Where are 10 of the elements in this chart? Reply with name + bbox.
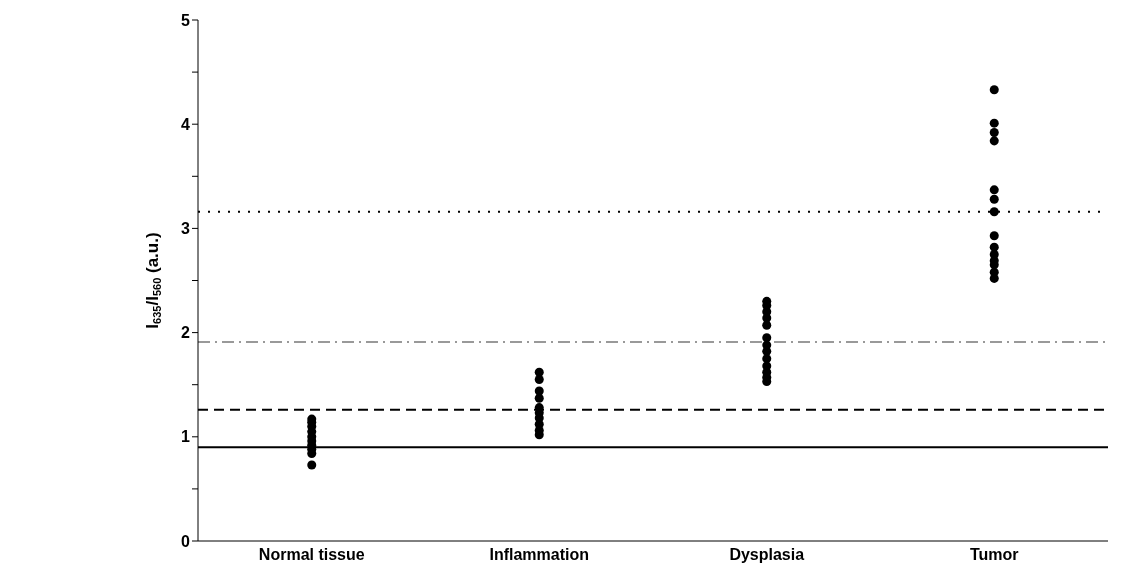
y-tick-label: 3 bbox=[181, 220, 191, 238]
y-tick-label: 5 bbox=[181, 11, 191, 29]
y-tick-label: 4 bbox=[181, 115, 191, 133]
x-tick-label: Tumor bbox=[969, 546, 1019, 564]
y-tick-label: 0 bbox=[181, 532, 191, 550]
x-tick-label: Normal tissue bbox=[258, 546, 365, 564]
x-tick-label: Dysplasia bbox=[729, 546, 805, 564]
y-tick-label: 2 bbox=[181, 324, 191, 342]
y-tick-label: 1 bbox=[181, 428, 191, 446]
x-tick-label: Inflammation bbox=[489, 546, 590, 564]
